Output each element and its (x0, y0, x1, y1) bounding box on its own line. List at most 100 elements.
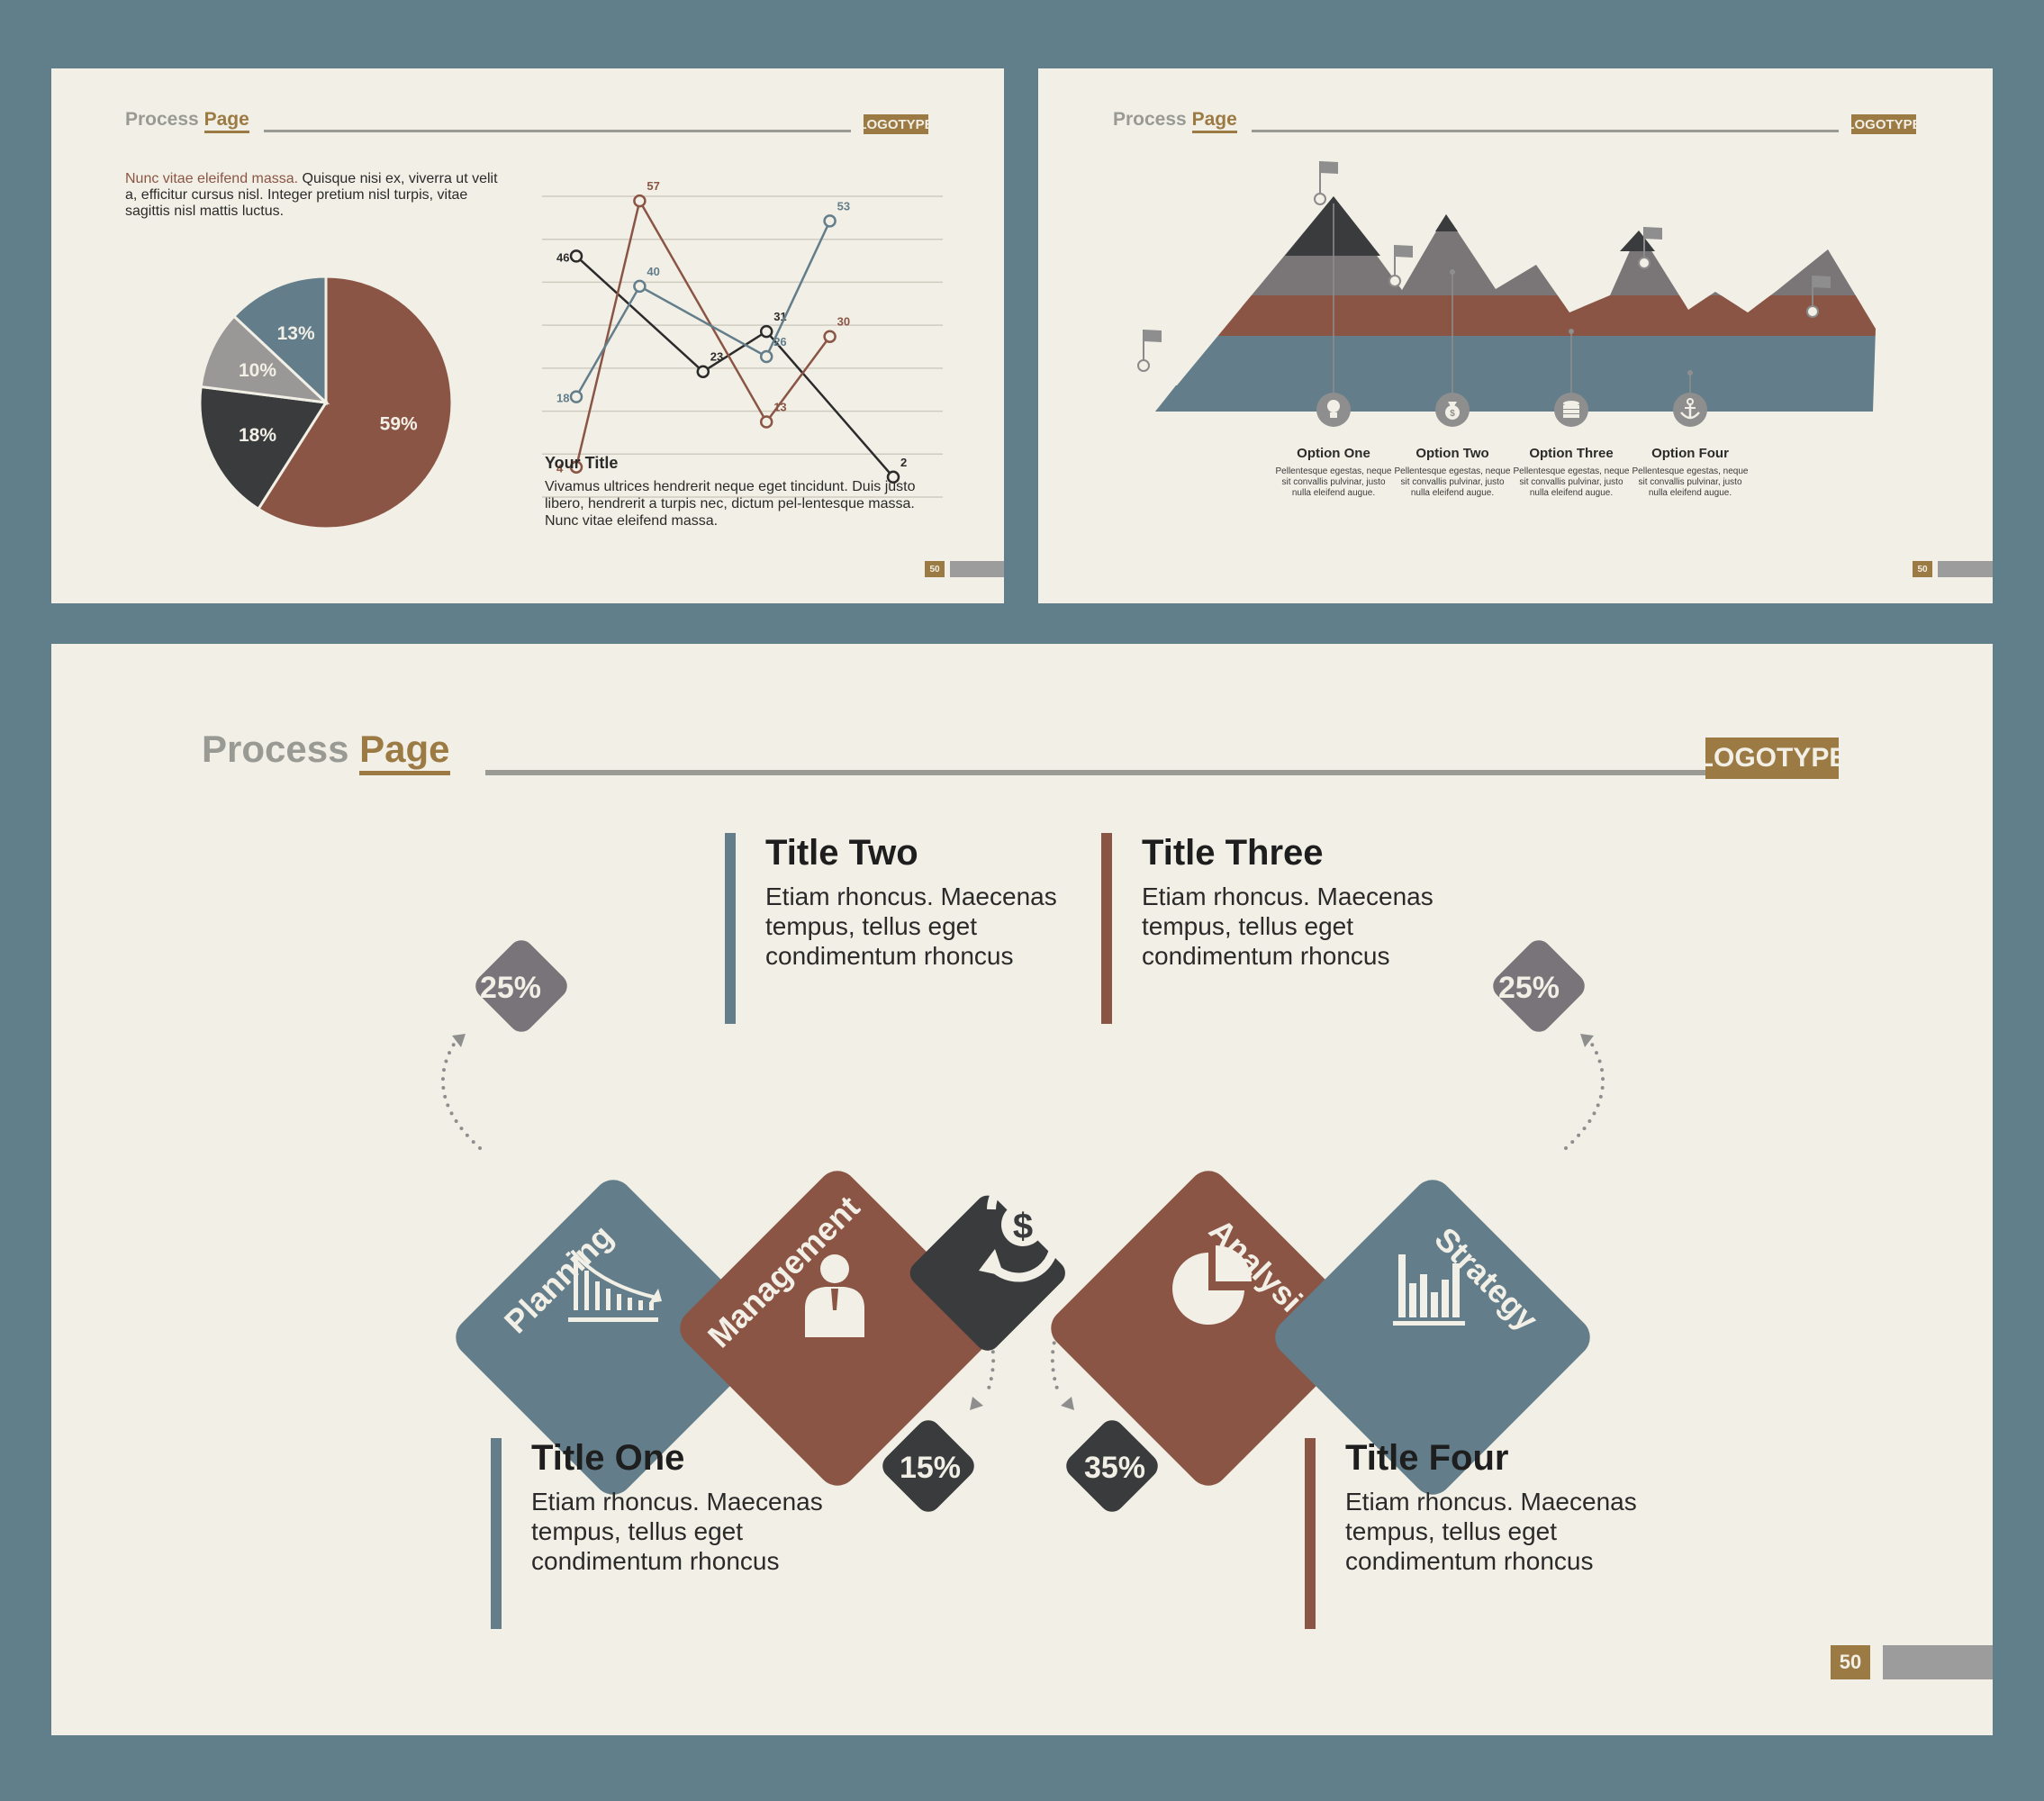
line-point (633, 194, 647, 208)
line-point (823, 330, 837, 343)
logotype: LOGOTYPE (1846, 114, 1922, 134)
block-title: Title Three (1142, 833, 1324, 873)
process-diagram: 25% 15% 35% 25% Planning (440, 940, 1605, 1512)
diamond-planning: Planning (456, 1180, 771, 1495)
slide-pie-line: Process Page LOGOTYPE Nunc vitae eleifen… (51, 68, 1004, 603)
block-title: Title Four (1345, 1438, 1509, 1478)
line-value-label: 53 (837, 199, 850, 213)
line-value-label: 40 (647, 265, 659, 278)
connector-planning (440, 1038, 482, 1150)
block-text: Etiam rhoncus. Maecenas tempus, tellus e… (531, 1488, 823, 1575)
line-point (569, 390, 583, 403)
connector-strategy (1564, 1038, 1605, 1150)
header-word-page: Page (1191, 109, 1237, 133)
slide-header: Process Page (202, 728, 450, 775)
option-title: Option Two (1415, 446, 1489, 461)
line-value-label: 30 (837, 315, 850, 329)
percent-badge-strategy: 25% (1493, 940, 1585, 1032)
pie-slice-3 (231, 275, 328, 406)
mountain-base (1155, 385, 1873, 412)
line-point (759, 415, 773, 429)
pie-label-1: 18% (239, 425, 276, 446)
arrow-head (452, 1034, 466, 1047)
line-value-label: 57 (647, 179, 659, 193)
diamond-strategy: Strategy (1275, 1180, 1590, 1495)
slide-header: Process Page (1113, 109, 1237, 133)
option-text: Pellentesque egestas, neque sit convalli… (1632, 466, 1749, 498)
percent-badge-management: 15% (882, 1420, 974, 1512)
slide-diamonds: Process Page LOGOTYPE 25% 15% 35% (51, 644, 1993, 1735)
svg-text:25%: 25% (480, 971, 541, 1005)
logotype: LOGOTYPE (858, 114, 934, 134)
slide-header: Process Page (125, 109, 249, 133)
line-value-label: 26 (773, 335, 786, 348)
page-bar (1883, 1645, 1993, 1679)
line-value-label: 13 (773, 401, 786, 414)
line-point (759, 349, 773, 364)
line-series-2 (574, 220, 831, 398)
page-number: 50 (1913, 561, 1932, 577)
line-point (696, 365, 710, 378)
mountain-chart: $ (1137, 161, 1876, 427)
peak-cap (1435, 214, 1458, 231)
line-series-0 (575, 255, 894, 478)
anchor-icon (1673, 393, 1707, 427)
peak-dark (1285, 196, 1380, 256)
arrow-head (1580, 1034, 1594, 1047)
svg-text:25%: 25% (1498, 971, 1560, 1005)
pie-slice-1 (198, 385, 329, 511)
page-bar (1938, 561, 1993, 577)
dollar-cycle-icon: $ (979, 1169, 1067, 1282)
diamond-center: $ (909, 1169, 1067, 1351)
pie-chart-icon (1172, 1245, 1252, 1325)
option-text: Pellentesque egestas, neque sit convalli… (1394, 466, 1511, 498)
diamond-analysis: Analysis (1051, 1171, 1366, 1486)
accent-bar (725, 833, 736, 1024)
percent-badge-planning: 25% (475, 940, 567, 1032)
line-value-label: 2 (900, 456, 907, 469)
arrow-head (1061, 1397, 1074, 1410)
option-three: Option Three Pellentesque egestas, neque… (1513, 446, 1630, 499)
declining-chart-icon (568, 1249, 662, 1322)
header-word-page: Page (203, 109, 249, 133)
bar-chart-icon (1393, 1254, 1465, 1326)
peak-cap (1620, 231, 1655, 251)
header-rule (485, 770, 1739, 775)
option-four: Option Four Pellentesque egestas, neque … (1632, 446, 1749, 499)
header-word-page: Page (359, 728, 450, 775)
intro-text: Quisque nisi ex, viverra ut velit a, eff… (125, 171, 498, 219)
connector-35 (1050, 1295, 1082, 1393)
page-number: 50 (1831, 1645, 1870, 1679)
accent-bar (491, 1438, 502, 1629)
line-value-label: 46 (556, 250, 569, 264)
your-title: Your Title (545, 454, 619, 472)
option-text: Pellentesque egestas, neque sit convalli… (1275, 466, 1392, 498)
svg-text:15%: 15% (900, 1451, 961, 1485)
option-title: Option Four (1651, 446, 1729, 461)
option-two: Option Two Pellentesque egestas, neque s… (1394, 446, 1511, 499)
block-text: Etiam rhoncus. Maecenas tempus, tellus e… (1345, 1488, 1637, 1575)
line-point (633, 279, 647, 294)
line-series-1 (574, 197, 831, 467)
line-point (569, 249, 583, 263)
person-icon (805, 1254, 864, 1337)
coin-stack-icon (1554, 393, 1588, 427)
header-word-process: Process (125, 109, 199, 130)
accent-bar (1101, 833, 1112, 1024)
intro-paragraph: Nunc vitae eleifend massa. Quisque nisi … (125, 171, 503, 220)
page-bar (950, 561, 1004, 577)
option-title: Option Three (1529, 446, 1614, 461)
line-point (886, 470, 900, 484)
your-text: Vivamus ultrices hendrerit neque eget ti… (545, 479, 916, 529)
svg-text:35%: 35% (1084, 1451, 1145, 1485)
block-title: Title Two (765, 833, 918, 873)
logotype: LOGOTYPE (1697, 738, 1847, 779)
block-title: Title One (531, 1438, 685, 1478)
svg-text:$: $ (1013, 1207, 1033, 1246)
line-point (823, 214, 837, 228)
slide-mountains: Process Page LOGOTYPE (1038, 68, 1993, 603)
header-rule (264, 130, 851, 132)
accent-bar (1305, 1438, 1316, 1629)
pie-label-2: 10% (239, 360, 276, 381)
